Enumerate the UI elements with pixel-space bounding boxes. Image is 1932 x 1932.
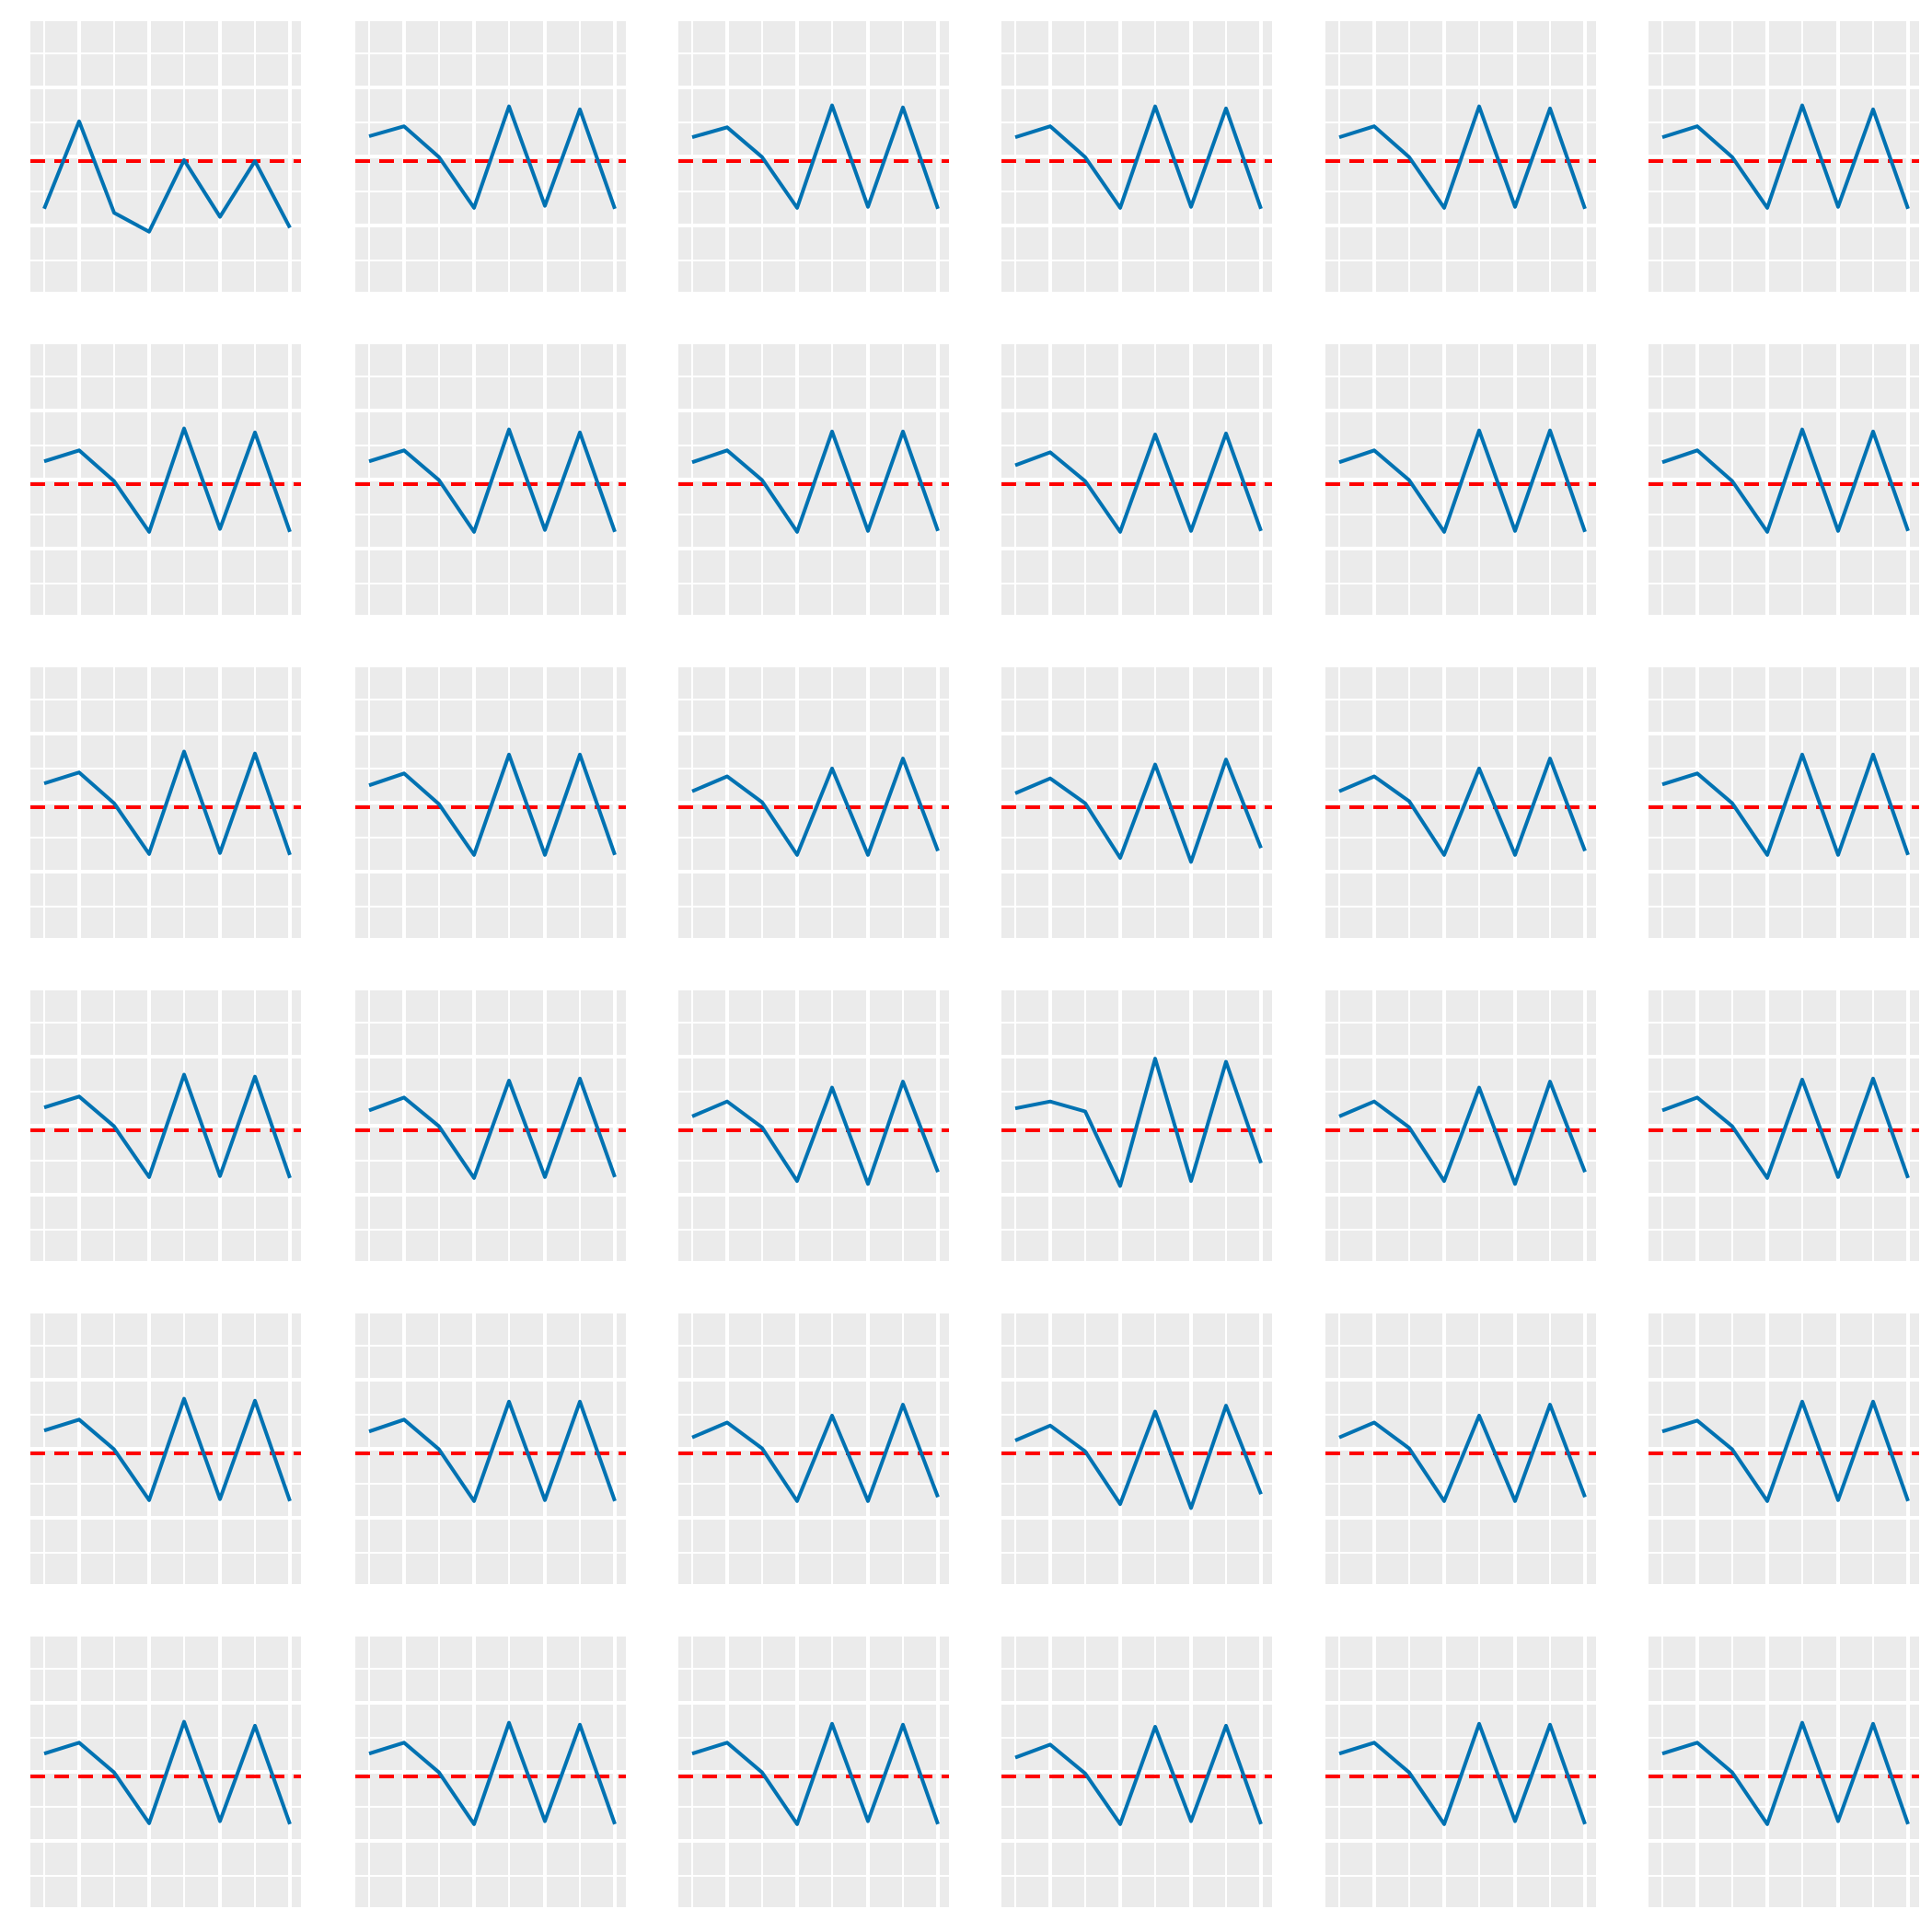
panel-r2-c4 (1001, 344, 1272, 615)
series-line (1661, 1720, 1910, 1826)
panel-r4-c2 (355, 990, 626, 1261)
series-line (691, 429, 940, 534)
series-line (1338, 428, 1587, 534)
panel-r4-c4 (1001, 990, 1272, 1261)
series-line (1014, 758, 1263, 864)
series-line (1338, 757, 1587, 857)
panel-r4-c3 (678, 990, 949, 1261)
series-line (1338, 1080, 1587, 1186)
series-line (368, 752, 617, 857)
panel-r1-c2 (355, 21, 626, 292)
panel-r1-c3 (678, 21, 949, 292)
series-line (368, 1720, 617, 1826)
panel-r2-c3 (678, 344, 949, 615)
series-line (43, 749, 292, 856)
series-line (1014, 1057, 1263, 1188)
series-line (691, 1721, 940, 1826)
series-line (1338, 1403, 1587, 1503)
series-line (1014, 1723, 1263, 1826)
panel-r1-c5 (1325, 21, 1596, 292)
series-line (1014, 431, 1263, 534)
panel-r1-c6 (1649, 21, 1919, 292)
panel-r2-c2 (355, 344, 626, 615)
panel-r3-c1 (30, 667, 301, 938)
series-line (691, 1403, 940, 1503)
series-line (691, 103, 940, 210)
series-line (1661, 1076, 1910, 1180)
series-line (1338, 104, 1587, 210)
panel-r4-c1 (30, 990, 301, 1261)
panel-r6-c6 (1649, 1637, 1919, 1907)
panel-r4-c5 (1325, 990, 1596, 1261)
panel-r5-c3 (678, 1313, 949, 1584)
panel-r1-c4 (1001, 21, 1272, 292)
panel-r5-c1 (30, 1313, 301, 1584)
panel-r6-c2 (355, 1637, 626, 1907)
panel-r3-c5 (1325, 667, 1596, 938)
panel-r6-c4 (1001, 1637, 1272, 1907)
panel-r5-c6 (1649, 1313, 1919, 1584)
panel-r3-c4 (1001, 667, 1272, 938)
series-line (43, 426, 292, 534)
series-line (43, 1719, 292, 1825)
panel-r6-c3 (678, 1637, 949, 1907)
panel-r3-c2 (355, 667, 626, 938)
series-line (368, 1399, 617, 1503)
series-line (1661, 427, 1910, 534)
series-line (368, 427, 617, 534)
panel-r2-c6 (1649, 344, 1919, 615)
series-line (1338, 1721, 1587, 1826)
panel-r1-c1 (30, 21, 301, 292)
series-line (691, 1080, 940, 1186)
panel-r6-c1 (30, 1637, 301, 1907)
panel-r2-c1 (30, 344, 301, 615)
series-line (42, 119, 292, 234)
series-line (43, 1072, 292, 1179)
panel-r5-c5 (1325, 1313, 1596, 1584)
panel-r2-c5 (1325, 344, 1596, 615)
panel-r4-c6 (1649, 990, 1919, 1261)
panel-r5-c2 (355, 1313, 626, 1584)
series-line (1661, 1399, 1910, 1503)
panel-r3-c6 (1649, 667, 1919, 938)
series-line (1661, 103, 1910, 210)
panel-r5-c4 (1001, 1313, 1272, 1584)
series-line (1014, 1404, 1263, 1510)
series-line (691, 757, 940, 857)
series-line (368, 1076, 617, 1180)
series-line (368, 104, 617, 210)
series-line (1014, 104, 1263, 210)
series-line (43, 1396, 292, 1502)
series-line (1661, 752, 1910, 857)
panel-r6-c5 (1325, 1637, 1596, 1907)
panel-r3-c3 (678, 667, 949, 938)
